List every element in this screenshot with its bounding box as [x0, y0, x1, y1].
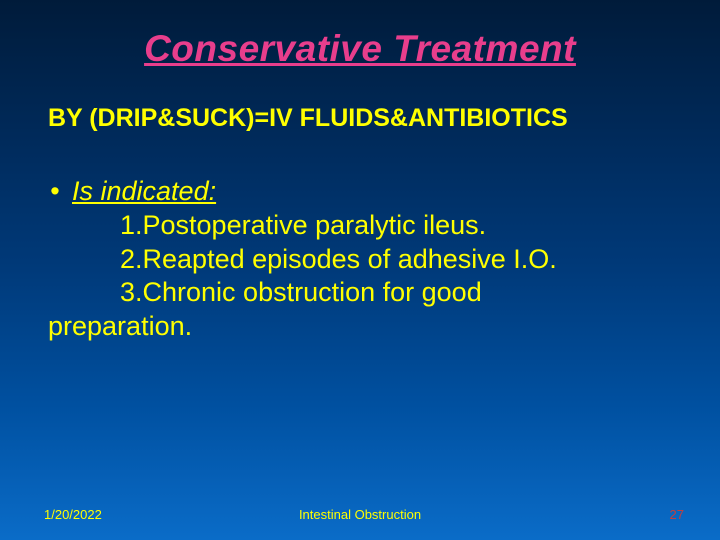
footer: 1/20/2022 Intestinal Obstruction 27 — [0, 507, 720, 522]
footer-date: 1/20/2022 — [44, 507, 102, 522]
bullet-label: Is indicated: — [72, 175, 216, 209]
footer-page-number: 27 — [670, 507, 684, 522]
footer-center: Intestinal Obstruction — [299, 507, 421, 522]
slide-title: Conservative Treatment — [0, 0, 720, 70]
list-item: 1.Postoperative paralytic ileus. — [48, 209, 680, 243]
list-item: 3.Chronic obstruction for good — [48, 276, 680, 310]
bullet-icon: • — [48, 175, 62, 209]
slide-subtitle: BY (DRIP&SUCK)=IV FLUIDS&ANTIBIOTICS — [0, 70, 720, 133]
bullet-row: • Is indicated: — [48, 175, 680, 209]
list-item: 2.Reapted episodes of adhesive I.O. — [48, 243, 680, 277]
list-item-wrap: preparation. — [48, 310, 680, 344]
slide: Conservative Treatment BY (DRIP&SUCK)=IV… — [0, 0, 720, 540]
slide-body: • Is indicated: 1.Postoperative paralyti… — [0, 133, 720, 344]
